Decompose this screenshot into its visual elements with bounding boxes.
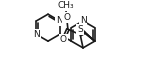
Text: N: N <box>56 16 63 25</box>
Text: S: S <box>77 25 83 34</box>
Text: N: N <box>80 16 86 25</box>
Text: O: O <box>63 13 70 22</box>
Text: N: N <box>33 30 40 39</box>
Text: O: O <box>60 35 67 44</box>
Text: CH₃: CH₃ <box>57 1 74 10</box>
